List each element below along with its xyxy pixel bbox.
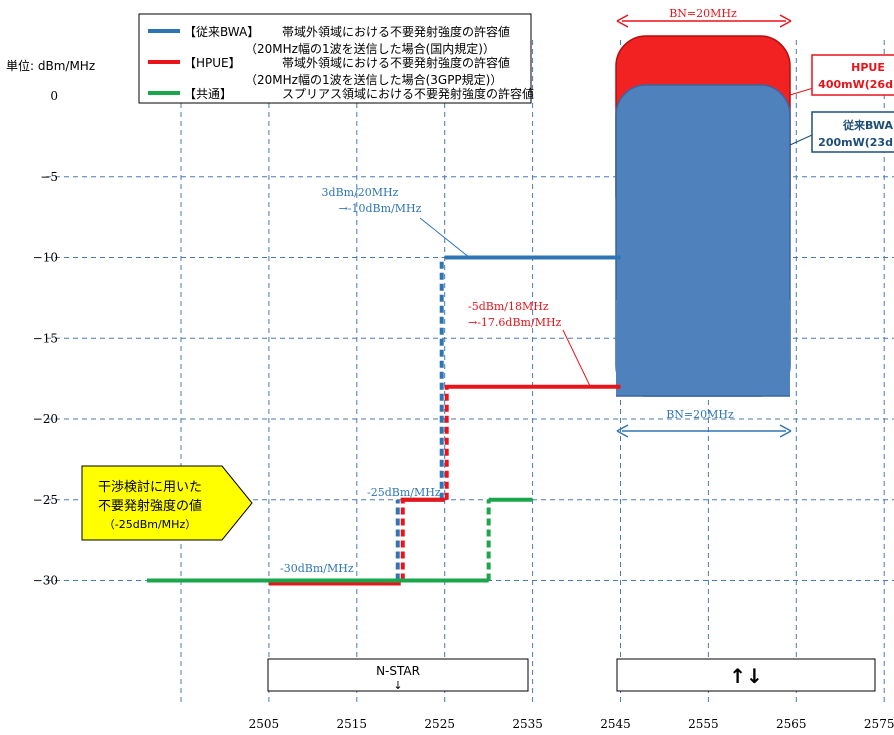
x-tick-label: 2515	[337, 717, 368, 731]
legend-name-common: 【共通】	[184, 87, 232, 101]
legend: 【従来BWA】 帯域外領域における不要発射強度の許容値 （20MHz幅の1波を送…	[138, 13, 534, 104]
band-box	[616, 658, 876, 692]
legend-name-bwa: 【従来BWA】	[184, 25, 259, 39]
bwa-power-value: 200mW(23dBm)	[818, 136, 894, 149]
legend-name-hpue: 【HPUE】	[184, 56, 241, 70]
bwa-power-title: 従来BWA	[842, 118, 893, 132]
annotations: 単位: dBm/MHz BN=20MHz BN=20MHz HPUE 400mW…	[6, 7, 894, 692]
hpue-power-value: 400mW(26dBm)	[818, 78, 894, 91]
y-tick-label: −5	[40, 170, 58, 184]
y-tick-label: −15	[33, 331, 58, 345]
nstar-arrow: ↓	[393, 679, 402, 692]
hpue-level-label-1: -5dBm/18MHz	[468, 300, 549, 313]
y-tick-label: −20	[33, 412, 58, 426]
series-hpue	[268, 384, 621, 586]
legend-line1-bwa: 帯域外領域における不要発射強度の許容値	[282, 24, 510, 39]
bwa-power-leader	[789, 134, 813, 146]
y-tick-label: −10	[33, 251, 58, 265]
bwa-level-leader	[419, 217, 471, 259]
x-tick-label: 2545	[600, 717, 631, 731]
nstar-box	[267, 658, 529, 692]
series-layer	[147, 255, 621, 586]
bwa-power-box	[811, 111, 894, 153]
bn-bottom-arrowhead-right	[779, 424, 792, 438]
hpue-power-box	[811, 54, 894, 96]
axis-labels: 2505 2515 2525 2535 2545 2555 2565 2575 0 −5 −10 −1…	[33, 89, 894, 731]
nstar-label: N-STAR	[376, 664, 420, 678]
bwa-level-label-2: →-10dBm/MHz	[339, 202, 422, 215]
interference-note-line1: 干渉検討に用いた	[98, 479, 202, 495]
level-30-label: -30dBm/MHz	[280, 562, 354, 575]
legend-box	[138, 13, 532, 104]
interference-note-line2: 不要発射強度の値	[98, 498, 202, 514]
legend-line2-hpue: （20MHz幅の1波を送信した場合(3GPP規定)）	[245, 72, 502, 87]
hpue-power-title: HPUE	[851, 61, 885, 74]
hpue-level-label-2: →-17.6dBm/MHz	[468, 316, 562, 329]
bwa-level-label-1: 3dBm/20MHz	[322, 186, 399, 199]
unit-label: 単位: dBm/MHz	[6, 58, 95, 73]
bn-bottom-label: BN=20MHz	[666, 408, 734, 421]
bn-top-arrowhead-left	[616, 14, 629, 28]
series-common	[147, 497, 533, 583]
level-25-label: -25dBm/MHz	[367, 486, 441, 499]
x-tick-label: 2535	[512, 717, 543, 731]
legend-line1-hpue: 帯域外領域における不要発射強度の許容値	[282, 55, 510, 70]
x-tick-label: 2555	[688, 717, 719, 731]
interference-note-shape	[81, 465, 253, 541]
y-tick-label: 0	[50, 89, 58, 103]
legend-line2-bwa: （20MHz幅の1波を送信した場合(国内規定)）	[245, 41, 495, 56]
x-tick-label: 2565	[776, 717, 807, 731]
bn-bottom-arrowhead-left	[616, 424, 629, 438]
y-tick-label: −25	[33, 493, 58, 507]
band-arrows: ↑↓	[729, 664, 763, 688]
legend-line1-common: スプリアス領域における不要発射強度の許容値	[282, 86, 534, 101]
bn-top-label: BN=20MHz	[669, 7, 737, 20]
x-tick-label: 2505	[249, 717, 280, 731]
hpue-level-leader	[562, 329, 591, 387]
channel-shapes	[615, 35, 791, 397]
interference-note-line3: （-25dBm/MHz）	[104, 518, 196, 531]
x-tick-label: 2525	[424, 717, 455, 731]
y-tick-label: −30	[33, 574, 58, 588]
bwa-channel-block-bottom	[616, 300, 790, 396]
x-tick-label: 2575	[864, 717, 894, 731]
bn-top-arrowhead-right	[779, 14, 792, 28]
